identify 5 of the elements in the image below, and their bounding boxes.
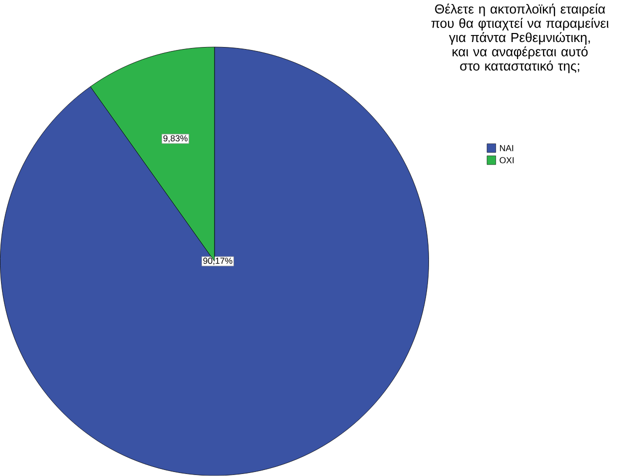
legend-label: ΟΧΙ	[500, 157, 514, 164]
chart-title: Θέλετε η ακτοπλοϊκή εταιρεία που θα φτιαχτεί να παραμείνει για πάντα Ρεθεμνιώτικη, και να αναφέρεται αυτό στο καταστατικό της;	[431, 4, 609, 74]
data-label: 90,17%	[203, 258, 232, 266]
data-label: 9,83%	[163, 135, 188, 143]
legend-label: ΝΑΙ	[500, 145, 514, 152]
